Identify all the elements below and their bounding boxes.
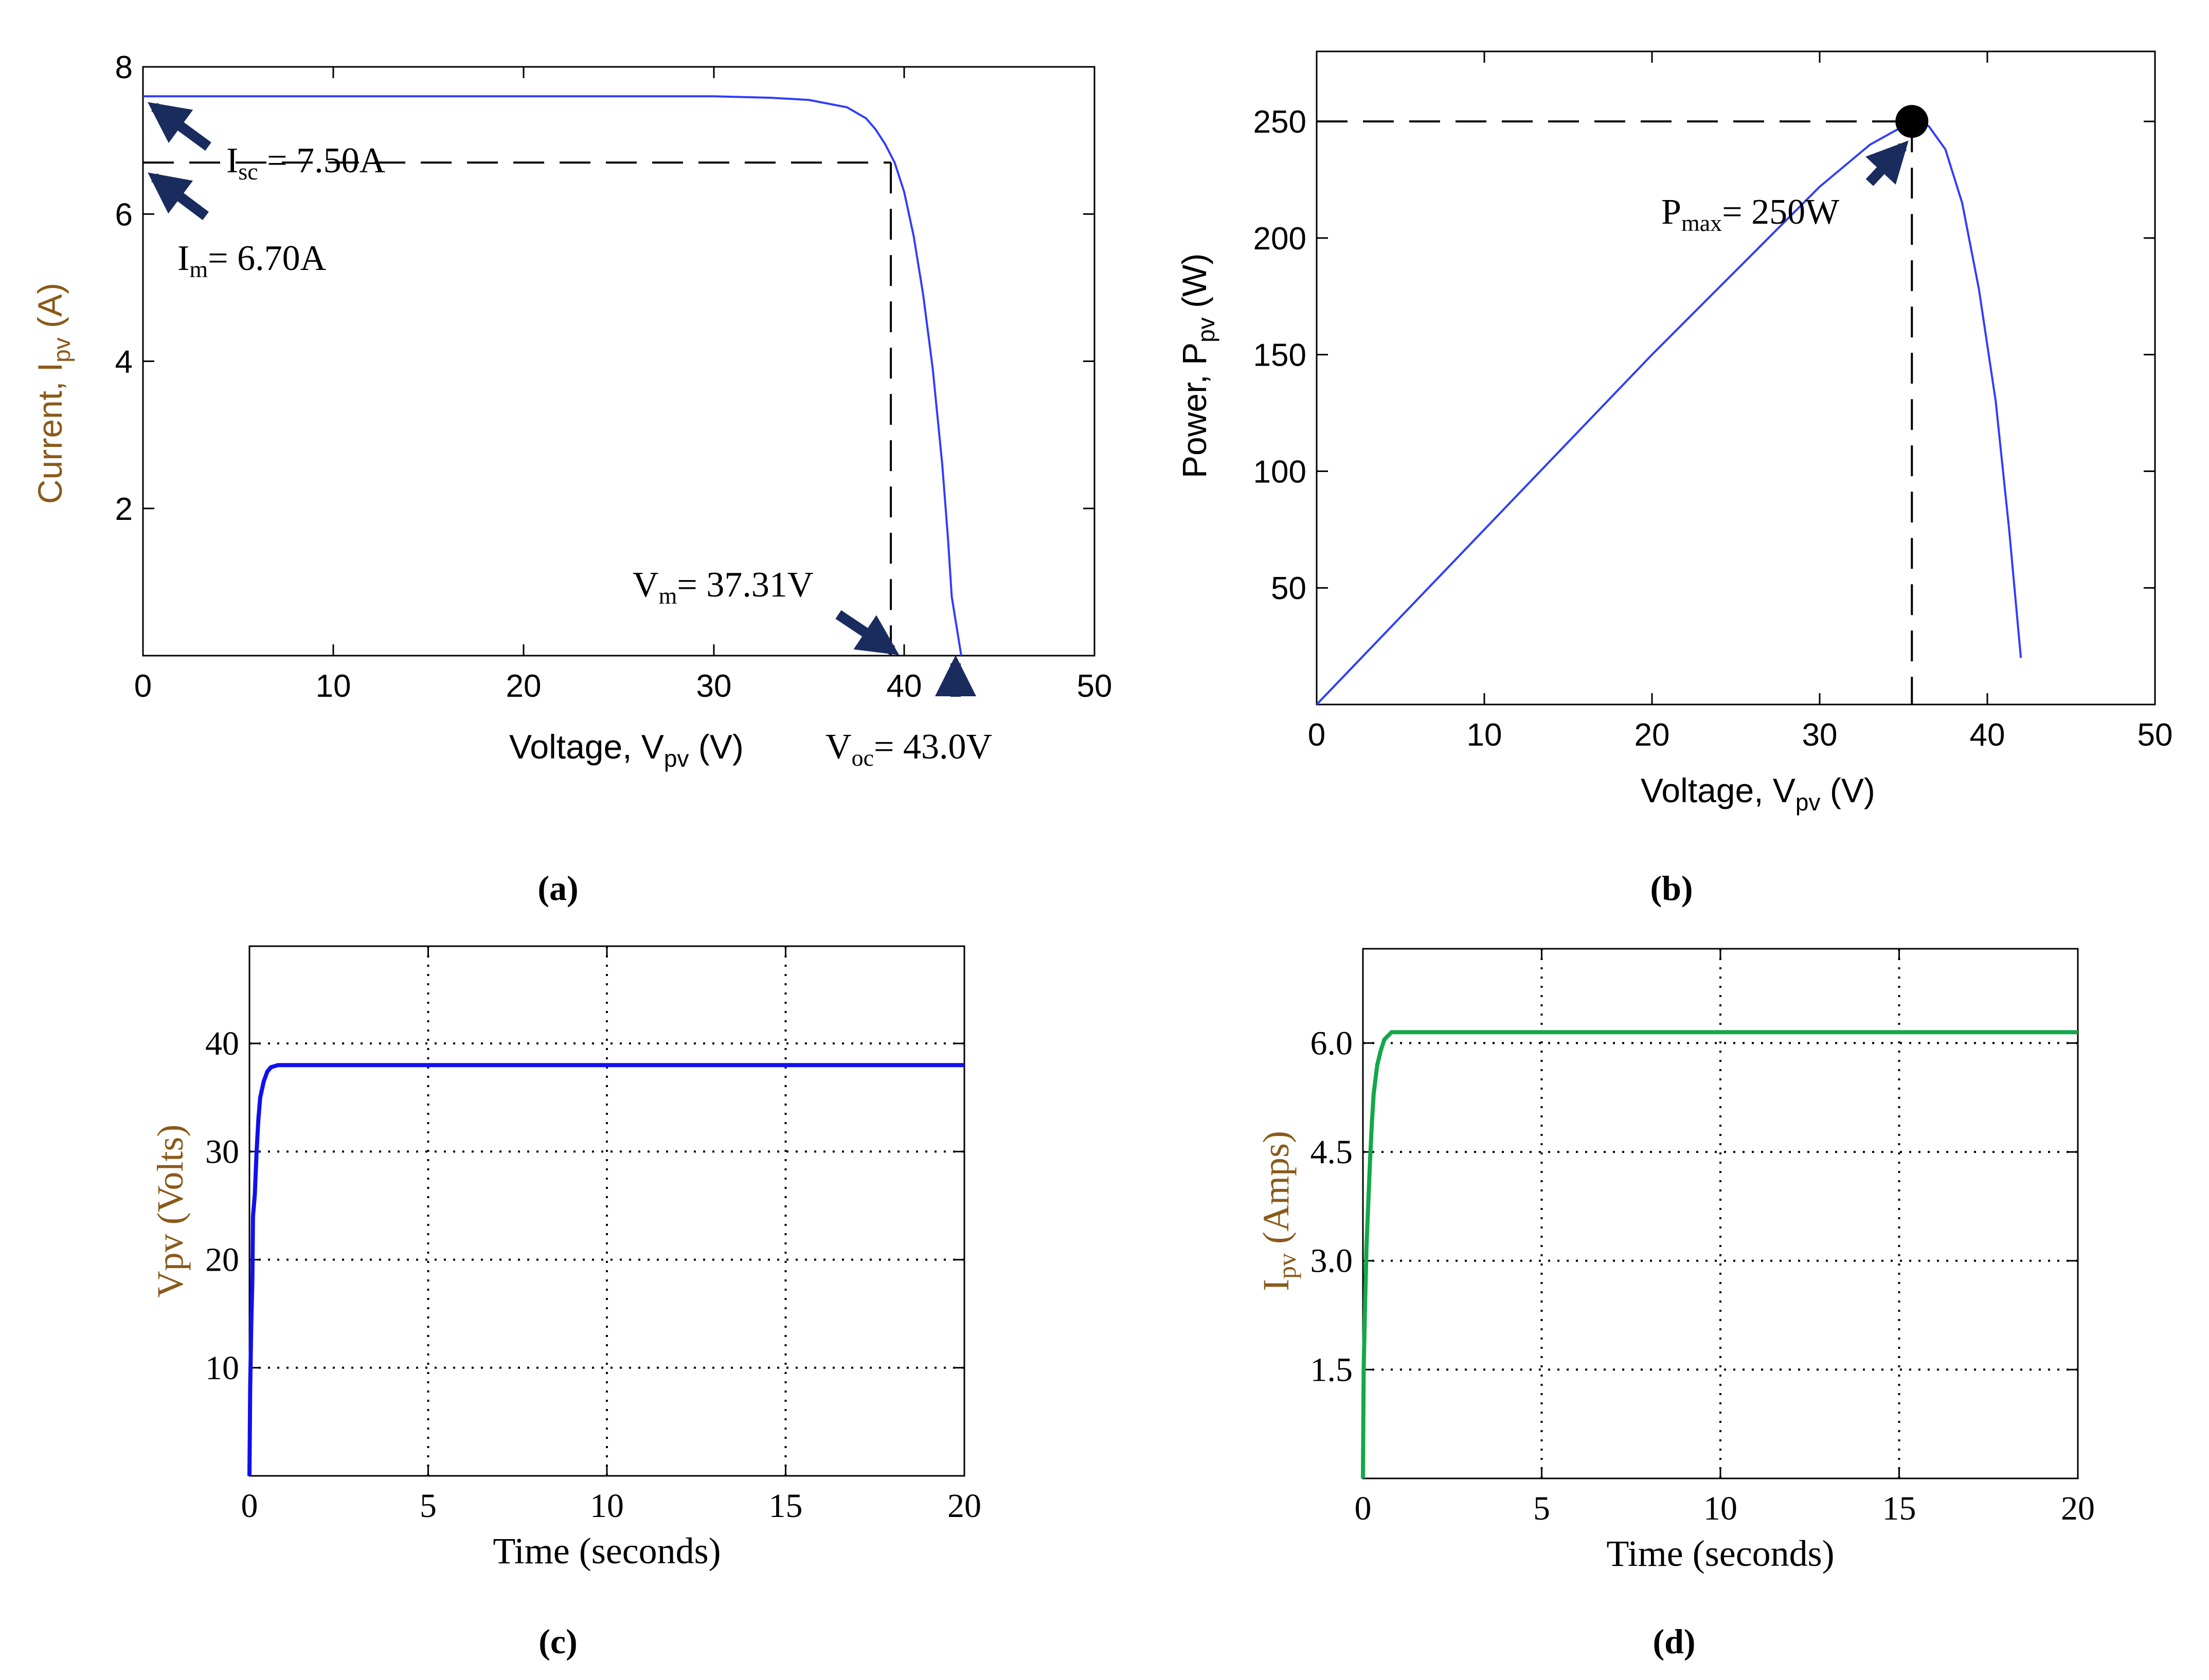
- panel-c-x-axis-label: Time (seconds): [493, 1530, 721, 1571]
- panel-c-y-tick-label: 10: [205, 1349, 239, 1387]
- svg-text:Vm= 37.31V: Vm= 37.31V: [633, 565, 813, 609]
- panel-a-y-tick-label: 8: [115, 50, 133, 85]
- panel-c-plot-area: [248, 945, 965, 1477]
- panel-a-vm-sub: m: [659, 583, 677, 609]
- panel-a-im-label: I: [177, 239, 189, 278]
- panel-b-y-tick-label: 250: [1253, 104, 1306, 140]
- panel-b-plot-area: [1316, 50, 2156, 706]
- panel-b-x-tick-label: 20: [1635, 717, 1670, 753]
- panel-a-vm-annotation: Vm= 37.31V: [633, 565, 900, 655]
- panel-a-caption: (a): [537, 869, 578, 908]
- panel-d-y-tick-label: 4.5: [1310, 1133, 1353, 1171]
- panel-a-series-line: [143, 95, 962, 656]
- panel-a-x-axis-label: Voltage, Vpv (V): [509, 728, 744, 772]
- panel-b-y-tick-label: 150: [1253, 338, 1306, 373]
- panel-b-y-axis-label: Power, Ppv (W): [1175, 254, 1219, 478]
- panel-c-y-axis-label: Vpv (Volts): [150, 1125, 191, 1298]
- panel-d-x-tick-label: 5: [1533, 1490, 1550, 1527]
- panel-a-isc-annotation: Isc = 7.50A: [148, 102, 386, 185]
- panel-a-y-tick-label: 6: [115, 197, 133, 232]
- panel-a-vm-label: V: [633, 565, 659, 605]
- svg-text:Pmax= 250W: Pmax= 250W: [1661, 192, 1839, 236]
- panel-b-pmax-marker: [1895, 105, 1929, 138]
- panel-c-voltage-time: 0 5 10 15 20 10 20 30 40 Time (seconds) Vpv (Vol…: [150, 945, 981, 1661]
- panel-c-x-tick-label: 15: [769, 1487, 803, 1525]
- panel-b-y-tick-label: 200: [1253, 221, 1306, 257]
- panel-d-x-tick-label: 0: [1355, 1490, 1372, 1527]
- svg-text:Im= 6.70A: Im= 6.70A: [177, 239, 327, 282]
- panel-b-x-tick-label: 50: [2138, 717, 2173, 753]
- panel-a-vm-value: = 37.31V: [677, 565, 813, 605]
- panel-b-x-tick-label: 10: [1467, 717, 1502, 753]
- panel-d-current-time: 0 5 10 15 20 1.5 3.0 4.5 6.0 Time (seconds) Ipv …: [1255, 948, 2095, 1661]
- panel-b-pmax-label: P: [1661, 192, 1681, 232]
- panel-b-pmax-value: = 250W: [1722, 192, 1839, 232]
- panel-b-x-tick-label: 30: [1802, 717, 1838, 753]
- panel-a-x-tick-label: 40: [887, 669, 922, 704]
- panel-c-series-line: [247, 1063, 964, 1476]
- panel-b-x-tick-label: 40: [1970, 717, 2005, 753]
- panel-d-y-tick-label: 3.0: [1310, 1242, 1353, 1280]
- panel-b-caption: (b): [1650, 869, 1693, 908]
- panel-d-series-line: [1361, 1030, 2078, 1479]
- panel-d-y-tick-label: 6.0: [1310, 1024, 1353, 1062]
- panel-b-pv-curve: 0 10 20 30 40 50 50 100 150 200 250 Pmax= 250W Vol…: [1175, 50, 2173, 908]
- panel-c-y-tick-label: 20: [205, 1241, 239, 1279]
- panel-a-x-tick-label: 20: [506, 669, 542, 704]
- panel-a-im-sub: m: [189, 256, 208, 282]
- panel-a-x-tick-label: 10: [316, 669, 351, 704]
- panel-d-x-tick-label: 10: [1703, 1490, 1737, 1527]
- panel-b-pmax-annotation: Pmax= 250W: [1661, 140, 1909, 236]
- panel-d-x-tick-label: 20: [2061, 1490, 2095, 1527]
- panel-d-plot-area: [1362, 948, 2079, 1479]
- panel-a-isc-sub: sc: [238, 158, 258, 185]
- panel-a-isc-label: I: [226, 141, 238, 180]
- panel-d-y-axis-label: Ipv (Amps): [1255, 1131, 1301, 1291]
- panel-c-y-tick-label: 30: [205, 1133, 239, 1170]
- panel-a-voc-value: = 43.0V: [874, 727, 992, 767]
- panel-c-x-tick-label: 0: [241, 1487, 258, 1525]
- panel-a-isc-value: = 7.50A: [258, 141, 386, 180]
- panel-b-x-tick-label: 0: [1308, 717, 1325, 753]
- panel-a-voc-sub: oc: [852, 745, 874, 771]
- panel-c-y-tick-label: 40: [205, 1025, 239, 1062]
- svg-text:Isc = 7.50A: Isc = 7.50A: [226, 141, 386, 185]
- panel-a-y-tick-label: 2: [115, 492, 133, 527]
- panel-d-x-tick-label: 15: [1882, 1490, 1916, 1527]
- panel-a-im-value: = 6.70A: [208, 239, 326, 278]
- panel-a-voc-label: V: [825, 727, 852, 767]
- panel-a-x-tick-label: 50: [1077, 669, 1112, 704]
- panel-a-x-tick-label: 0: [134, 669, 152, 704]
- panel-c-caption: (c): [538, 1622, 577, 1661]
- panel-c-x-tick-label: 10: [590, 1487, 624, 1525]
- panel-a-im-annotation: Im= 6.70A: [148, 172, 327, 282]
- panel-b-pmax-sub: max: [1681, 210, 1722, 236]
- panel-c-x-tick-label: 20: [947, 1487, 981, 1525]
- panel-b-x-axis-label: Voltage, Vpv (V): [1641, 771, 1875, 816]
- panel-a-x-tick-label: 30: [696, 669, 732, 704]
- panel-b-y-tick-label: 100: [1253, 454, 1306, 490]
- panel-b-y-tick-label: 50: [1271, 571, 1306, 606]
- panel-a-y-axis-label: Current, Ipv (A): [31, 283, 75, 504]
- svg-text:Voc= 43.0V: Voc= 43.0V: [825, 727, 992, 771]
- panel-c-x-tick-label: 5: [420, 1487, 437, 1525]
- panel-a-voc-annotation: Voc= 43.0V: [825, 655, 992, 771]
- panel-d-caption: (d): [1653, 1622, 1695, 1661]
- panel-d-y-tick-label: 1.5: [1310, 1351, 1353, 1388]
- panel-d-x-axis-label: Time (seconds): [1606, 1533, 1834, 1574]
- panel-a-y-tick-label: 4: [115, 345, 133, 380]
